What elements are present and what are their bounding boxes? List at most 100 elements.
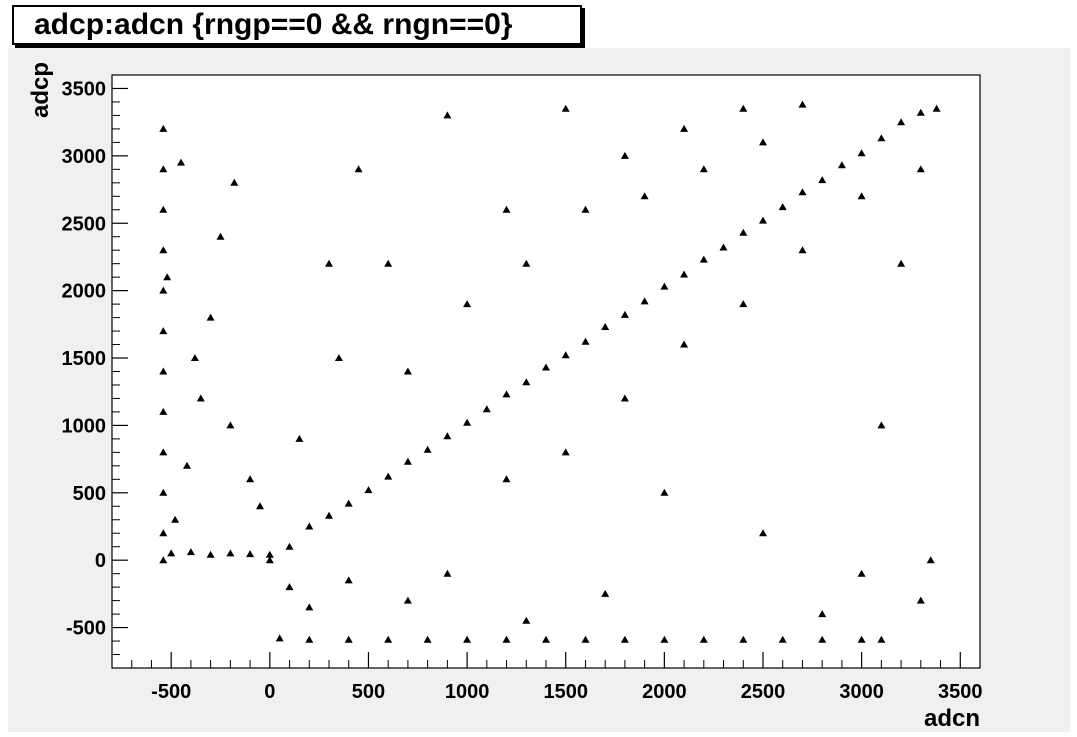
data-point — [502, 475, 511, 483]
data-point — [423, 445, 432, 453]
data-point — [305, 522, 314, 530]
chart-title: adcp:adcn {rngp==0 && rngn==0} — [12, 5, 582, 45]
data-point — [163, 273, 172, 281]
data-point — [522, 259, 531, 267]
data-point — [877, 421, 886, 429]
data-point — [680, 270, 689, 278]
data-point — [275, 634, 284, 642]
data-point — [206, 313, 215, 321]
data-point — [739, 104, 748, 112]
data-point — [265, 556, 274, 564]
data-point — [660, 488, 669, 496]
data-point — [502, 205, 511, 213]
data-point — [857, 192, 866, 200]
y-tick-label: 3500 — [62, 78, 107, 100]
data-point — [581, 205, 590, 213]
x-tick-label: 3000 — [839, 681, 884, 703]
data-point — [581, 337, 590, 345]
x-tick-label: 2500 — [741, 681, 786, 703]
data-point — [620, 151, 629, 159]
data-point — [384, 635, 393, 643]
data-point — [463, 418, 472, 426]
data-point — [640, 297, 649, 305]
data-point — [265, 550, 274, 558]
data-point — [206, 550, 215, 558]
data-point — [798, 100, 807, 108]
data-point — [581, 635, 590, 643]
data-point — [818, 176, 827, 184]
data-point — [190, 354, 199, 361]
data-point — [620, 310, 629, 318]
data-point — [877, 134, 886, 142]
y-tick-label: 0 — [95, 550, 106, 572]
data-point — [916, 165, 925, 173]
data-point — [739, 228, 748, 236]
data-point — [759, 529, 767, 537]
x-axis-label: adcn — [924, 705, 980, 732]
data-point — [443, 432, 452, 440]
data-point — [778, 635, 787, 643]
data-point — [159, 205, 168, 213]
data-point — [226, 421, 235, 429]
data-point — [443, 569, 452, 577]
data-point — [660, 282, 669, 290]
data-point — [837, 161, 846, 169]
data-point — [403, 596, 412, 604]
data-point — [159, 124, 168, 132]
y-tick-label: 2500 — [62, 213, 107, 235]
data-point — [719, 243, 728, 251]
x-tick-label: 2000 — [642, 681, 687, 703]
data-point — [443, 111, 452, 119]
data-point — [159, 367, 168, 375]
data-point — [305, 635, 314, 643]
y-tick-label: 1000 — [62, 415, 107, 437]
data-point — [601, 323, 610, 330]
data-point — [818, 610, 827, 618]
data-point — [186, 548, 195, 556]
data-point — [230, 178, 239, 186]
data-point — [857, 149, 866, 157]
data-point — [522, 616, 531, 624]
data-points — [159, 100, 941, 643]
y-axis-label: adcp — [27, 62, 54, 118]
data-point — [159, 165, 168, 173]
data-point — [502, 390, 511, 398]
plot-area — [111, 74, 981, 669]
x-tick-label: 1500 — [543, 681, 588, 703]
data-point — [620, 394, 629, 402]
data-point — [384, 259, 393, 267]
data-point — [798, 246, 807, 254]
data-point — [522, 378, 531, 386]
data-point — [159, 407, 168, 415]
data-point — [620, 635, 629, 643]
data-point — [680, 340, 689, 348]
data-point — [699, 165, 708, 173]
data-point — [798, 188, 807, 196]
data-point — [463, 300, 472, 308]
data-point — [759, 216, 767, 224]
data-point — [739, 300, 748, 308]
data-point — [680, 124, 689, 132]
x-tick-label: 0 — [264, 681, 275, 703]
data-point — [216, 232, 225, 240]
data-point — [159, 246, 168, 254]
data-point — [916, 108, 925, 116]
data-point — [561, 104, 570, 112]
x-tick-label: 500 — [352, 681, 385, 703]
data-point — [177, 158, 185, 166]
data-point — [159, 556, 168, 564]
data-point — [364, 486, 373, 494]
data-point — [482, 405, 491, 413]
data-point — [739, 635, 748, 643]
data-point — [660, 635, 669, 643]
data-point — [916, 596, 925, 604]
chart-title-text: adcp:adcn {rngp==0 && rngn==0} — [34, 8, 513, 41]
y-tick-label: 2000 — [62, 281, 107, 303]
data-point — [857, 635, 866, 643]
data-point — [344, 499, 353, 507]
data-point — [759, 138, 767, 146]
data-point — [159, 286, 168, 294]
data-point — [403, 367, 412, 375]
data-point — [171, 515, 180, 523]
